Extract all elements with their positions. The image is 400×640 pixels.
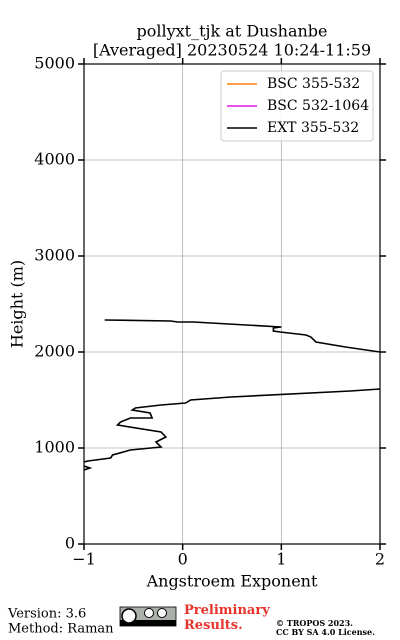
y-tick-label: 2000 bbox=[34, 342, 75, 361]
version: Version: 3.6 bbox=[7, 607, 86, 622]
method: Method: Raman bbox=[8, 622, 114, 637]
copyright: © TROPOS 2023. bbox=[276, 618, 353, 628]
x-tick-label: 0 bbox=[178, 550, 188, 569]
plot-frame bbox=[83, 63, 381, 545]
legend-box bbox=[220, 70, 374, 142]
legend-label: BSC 532-1064 bbox=[267, 98, 369, 114]
license: CC BY SA 4.0 License. bbox=[276, 627, 375, 637]
cc-logo bbox=[119, 606, 177, 627]
legend-label: BSC 355-532 bbox=[267, 76, 360, 92]
x-tick-label: 1 bbox=[276, 550, 286, 569]
legend-label: EXT 355-532 bbox=[267, 120, 359, 136]
y-tick-label: 3000 bbox=[34, 246, 75, 265]
x-tick-label: −1 bbox=[72, 550, 96, 569]
y-tick-label: 4000 bbox=[34, 150, 75, 169]
chart-subtitle: [Averaged] 20230524 10:24-11:59 bbox=[93, 41, 371, 60]
y-axis-label: Height (m) bbox=[8, 260, 27, 348]
y-tick-label: 0 bbox=[65, 534, 75, 553]
y-tick-label: 5000 bbox=[34, 54, 75, 73]
chart-title: pollyxt_tjk at Dushanbe bbox=[136, 22, 327, 41]
status-line-1: Preliminary Results. bbox=[184, 603, 270, 633]
data-line bbox=[84, 319, 380, 471]
y-tick-label: 1000 bbox=[34, 438, 75, 457]
x-tick-label: 2 bbox=[375, 550, 385, 569]
x-axis-label: Angstroem Exponent bbox=[146, 572, 318, 591]
